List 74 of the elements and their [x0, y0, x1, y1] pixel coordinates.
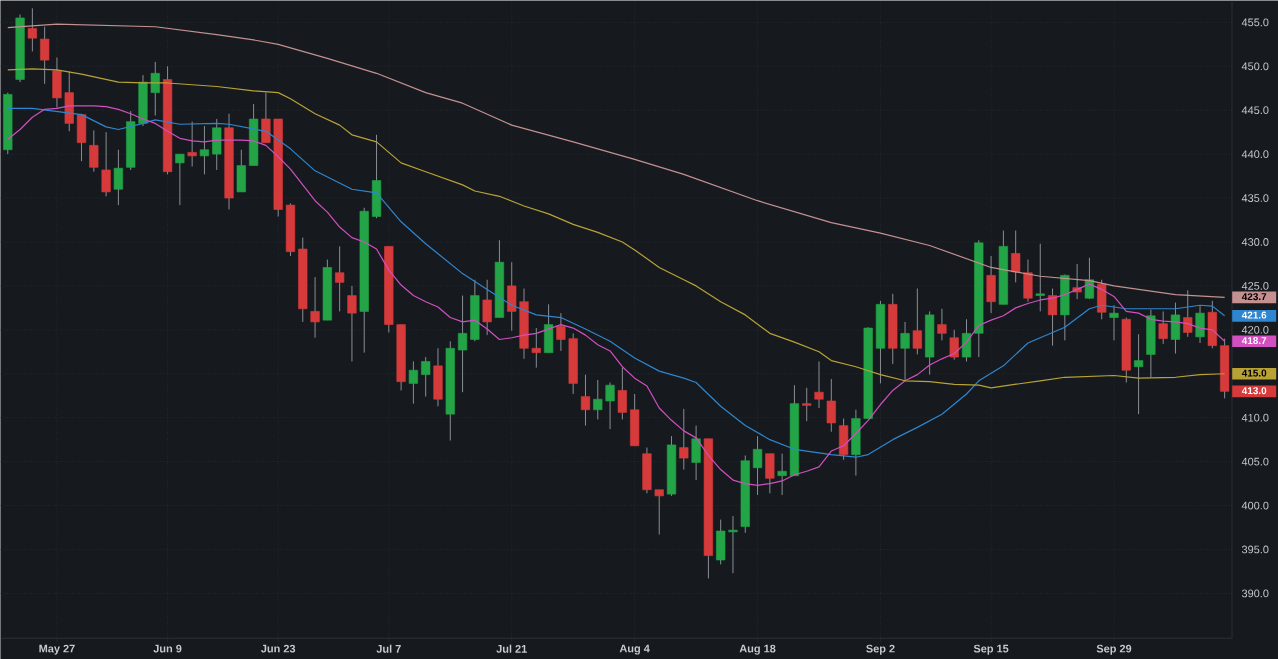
candlestick [457, 294, 468, 393]
candlestick [89, 129, 99, 173]
text: 413.0 [1241, 387, 1267, 395]
candlestick [1035, 243, 1045, 312]
candlestick [261, 92, 271, 144]
candlestick [1133, 333, 1144, 415]
candlestick [40, 26, 50, 85]
x-tick-label: Aug 4 [619, 644, 650, 655]
candlestick [912, 287, 922, 355]
candlestick [814, 360, 824, 409]
candlestick [556, 312, 566, 352]
candlestick [961, 318, 972, 362]
x-tick-label: Jun 23 [261, 644, 296, 653]
candlestick [310, 276, 320, 339]
candlestick [175, 153, 185, 206]
candlestick [347, 285, 357, 362]
candlestick [900, 321, 910, 381]
candlestick [802, 387, 812, 422]
candlestick [654, 489, 664, 535]
candlestick [617, 367, 627, 420]
candlestick [421, 356, 431, 398]
candlestick [691, 425, 701, 481]
y-tick-label: 410.0 [1241, 413, 1269, 422]
y-tick-label: 445.0 [1241, 106, 1269, 114]
y-tick-label: 395.0 [1241, 545, 1269, 554]
y-tick-label: 450.0 [1241, 62, 1269, 71]
candlestick [826, 378, 836, 433]
candlestick [1158, 310, 1168, 345]
data-label: 421.6 [1241, 311, 1267, 319]
candlestick [580, 374, 591, 426]
candlestick [150, 61, 160, 116]
x-tick-label: Jun 9 [153, 644, 182, 653]
y-tick-label: 430.0 [1241, 238, 1269, 246]
y-tick-label: 425.0 [1241, 281, 1269, 290]
y-tick-label: 420.0 [1241, 325, 1269, 334]
y-tick-label: 455.0 [1241, 18, 1269, 27]
x-tick-label: Sep 15 [973, 644, 1009, 655]
x-tick-label: Jul 7 [376, 644, 401, 653]
candlestick [101, 131, 111, 197]
x-tick-label: Sep 29 [1096, 644, 1132, 655]
y-tick-label: 400.0 [1241, 501, 1269, 510]
candlestick [679, 408, 689, 470]
y-tick-label: 440.0 [1241, 150, 1269, 158]
candlestick [187, 121, 197, 167]
candlestick [605, 381, 615, 430]
candlestick [1195, 305, 1205, 344]
candlestick [777, 453, 787, 496]
x-tick-label: Jul 21 [496, 644, 527, 653]
candlestick [1109, 304, 1119, 341]
candlestick [335, 245, 345, 312]
y-tick-label: 435.0 [1241, 194, 1269, 202]
x-tick-label: Aug 18 [739, 644, 776, 655]
line-series [7, 23, 1226, 298]
candlestick [1011, 229, 1021, 283]
x-tick-label: Sep 2 [866, 644, 895, 655]
data-label: 423.7 [1241, 293, 1267, 301]
x-tick-label: May 27 [39, 644, 75, 655]
candlestick [937, 308, 947, 341]
y-tick-label: 390.0 [1241, 589, 1269, 598]
candlestick [1183, 289, 1193, 338]
data-label: 415.0 [1241, 369, 1267, 377]
candlestick [408, 360, 418, 405]
candlestick [531, 327, 541, 369]
candlestick [113, 149, 123, 206]
data-label: 418.7 [1241, 336, 1267, 345]
candlestick [949, 329, 959, 361]
candlestick [593, 379, 603, 420]
candlestick [1047, 287, 1058, 347]
y-tick-label: 405.0 [1241, 457, 1269, 466]
candlestick [27, 7, 37, 52]
candlestick [199, 125, 210, 175]
candlestick [752, 435, 763, 496]
candlestick [728, 515, 738, 574]
candlestick [482, 279, 492, 336]
